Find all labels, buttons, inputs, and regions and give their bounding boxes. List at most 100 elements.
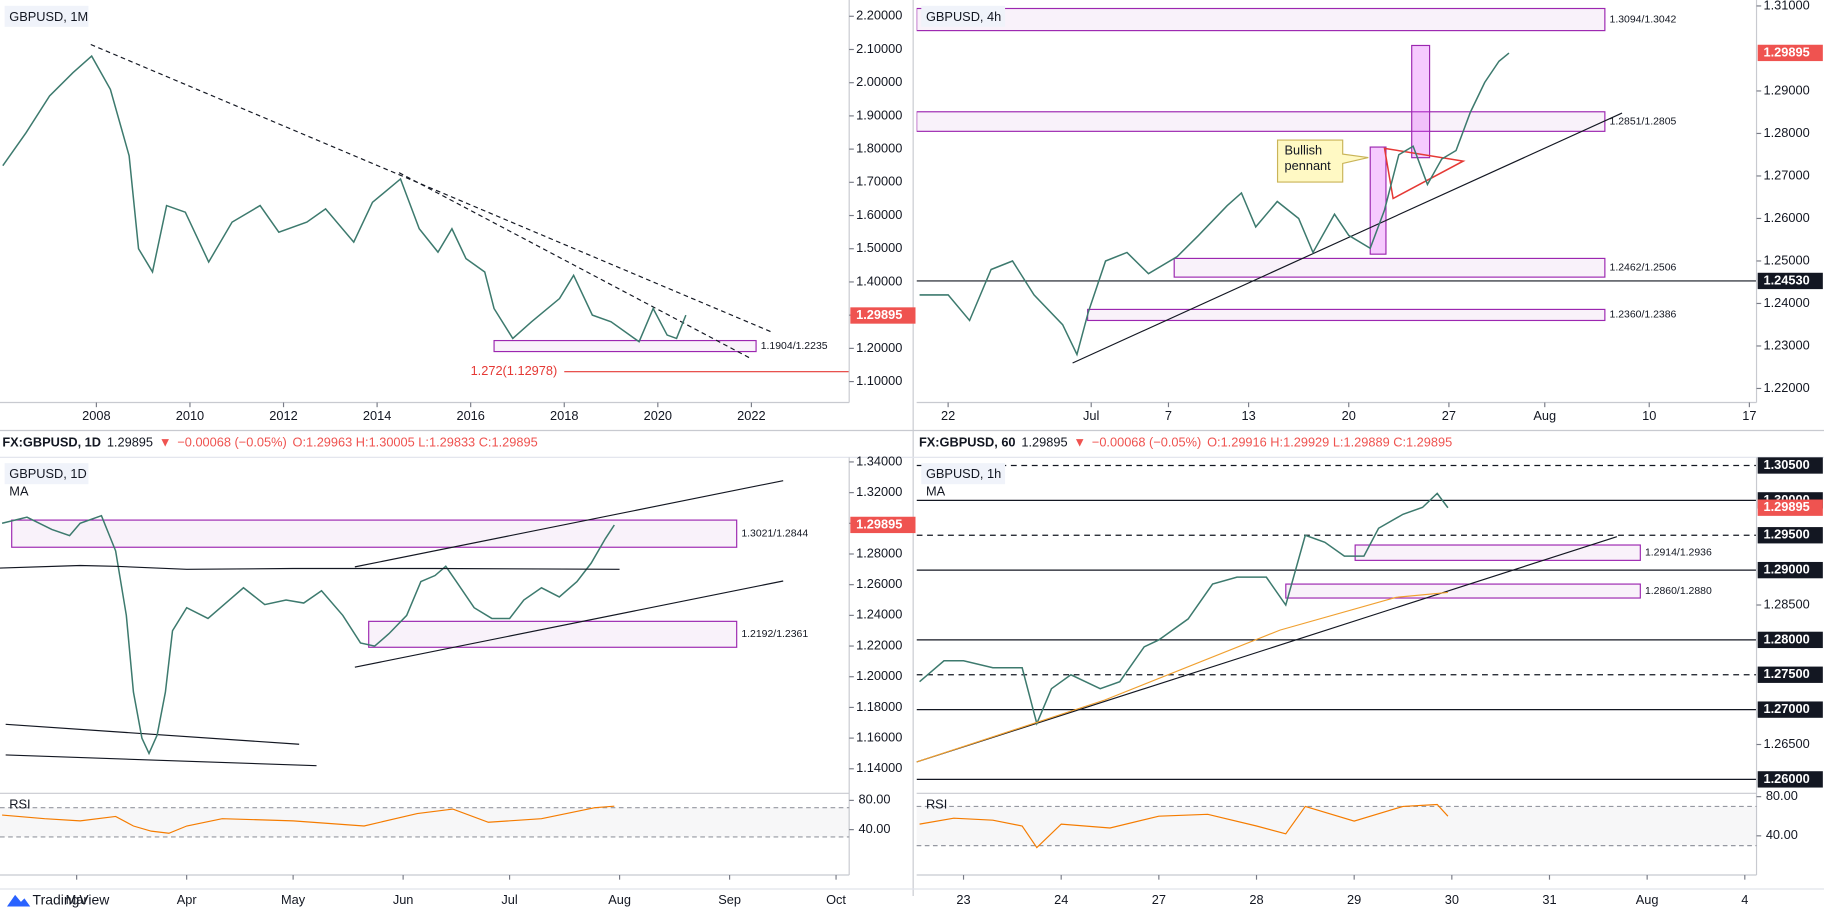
x-tick-label: 2010 (176, 408, 204, 423)
moving-average (916, 591, 1448, 763)
x-tick-label: 29 (1347, 892, 1361, 907)
x-tick-label: 17 (1742, 408, 1756, 423)
level-axis-label: 1.29000 (1764, 562, 1810, 577)
x-tick-label: 27 (1442, 408, 1456, 423)
x-tick-label: Aug (608, 892, 631, 907)
plot (916, 464, 1757, 780)
title-box (921, 5, 1006, 27)
level-axis-label: 1.30500 (1764, 457, 1810, 472)
zone (493, 339, 757, 353)
zone-label: 1.2851/1.2805 (1610, 116, 1677, 127)
range-box (1411, 44, 1431, 159)
y-tick-label: 1.70000 (856, 174, 902, 189)
callout-text: Bullish pennant (1285, 143, 1332, 173)
callout (1276, 139, 1369, 183)
rsi-label: RSI (9, 796, 30, 811)
callout-line: Bullish (1285, 143, 1323, 158)
trend-line (354, 480, 784, 568)
chart-title: GBPUSD, 1M (9, 9, 88, 24)
x-tick-label: 28 (1249, 892, 1263, 907)
x-tick-label: 20 (1342, 408, 1356, 423)
y-tick-label: 1.22000 (856, 637, 902, 652)
rsi-band (916, 806, 1757, 846)
y-tick-label: 2.00000 (856, 74, 902, 89)
trend-line (5, 723, 300, 745)
x-tick-label: Jul (501, 892, 517, 907)
trend-line (398, 172, 751, 359)
rsi-tick-label: 80.00 (1766, 788, 1798, 803)
chart-title: GBPUSD, 4h (926, 9, 1001, 24)
x-tick-label: 31 (1542, 892, 1556, 907)
y-tick-label: 1.28000 (856, 545, 902, 560)
level-axis-box (1757, 272, 1823, 290)
trend-line (90, 43, 774, 334)
x-tick-label: Jul (1083, 408, 1099, 423)
header-arrow: ▼ (159, 435, 172, 450)
y-tick-label: 2.10000 (856, 41, 902, 56)
plot (916, 7, 1757, 364)
title-box (4, 463, 89, 485)
y-tick-label: 1.16000 (856, 729, 902, 744)
x-tick-label: 2022 (737, 408, 765, 423)
trend-line (5, 754, 317, 767)
zone-label: 1.2360/1.2386 (1610, 310, 1677, 321)
ma-label: MA (926, 484, 946, 499)
zone-label: 1.1904/1.2235 (761, 341, 828, 352)
y-tick-label: 1.27000 (1764, 167, 1810, 182)
x-tick-label: Aug (1533, 408, 1556, 423)
y-tick-label: 1.26500 (1764, 736, 1810, 751)
zone (368, 620, 738, 648)
zone-label: 1.3021/1.2844 (741, 528, 808, 539)
last-price-label: 1.29895 (1764, 44, 1810, 59)
x-tick-label: 2016 (456, 408, 484, 423)
logo (6, 894, 31, 907)
header-ohlc: O:1.29916 H:1.29929 L:1.29889 C:1.29895 (1207, 435, 1452, 450)
y-tick-label: 1.50000 (856, 240, 902, 255)
rsi-tick-label: 40.00 (1766, 827, 1798, 842)
zone (1354, 544, 1641, 561)
last-price-box (850, 307, 916, 324)
level-axis-label: 1.27000 (1764, 701, 1810, 716)
x-tick-label: Sep (718, 892, 741, 907)
y-tick-label: 1.18000 (856, 699, 902, 714)
y-tick-label: 1.28000 (1764, 125, 1810, 140)
x-tick-label: 2008 (82, 408, 110, 423)
x-tick-label: 30 (1445, 892, 1459, 907)
x-tick-label: Aug (1636, 892, 1659, 907)
price-line (1, 514, 615, 756)
x-tick-label: 2014 (363, 408, 391, 423)
range-box (1369, 146, 1387, 255)
level-axis-box (1757, 666, 1823, 683)
x-tick-label: Apr (177, 892, 198, 907)
level-axis-label: 1.29500 (1764, 527, 1810, 542)
chart-title: GBPUSD, 1h (926, 466, 1001, 481)
zone (1173, 257, 1606, 278)
level-axis-label: 1.27500 (1764, 666, 1810, 681)
price-line (919, 492, 1449, 726)
last-price-label: 1.29895 (1764, 499, 1810, 514)
y-tick-label: 1.40000 (856, 273, 902, 288)
x-tick-label: Mar (66, 892, 89, 907)
last-price-label: 1.29895 (856, 307, 902, 322)
zone (11, 519, 738, 548)
x-tick-label: 23 (956, 892, 970, 907)
y-tick-label: 1.20000 (856, 668, 902, 683)
y-tick-label: 1.26000 (1764, 210, 1810, 225)
ma-label: MA (9, 484, 29, 499)
y-tick-label: 1.28500 (1764, 596, 1810, 611)
level-axis-box (1757, 561, 1823, 579)
x-tick-label: 22 (941, 408, 955, 423)
y-tick-label: 1.14000 (856, 760, 902, 775)
x-tick-label: Oct (826, 892, 846, 907)
y-tick-label: 1.26000 (856, 576, 902, 591)
x-tick-label: 7 (1165, 408, 1172, 423)
x-tick-label: 27 (1152, 892, 1166, 907)
last-price-box (1757, 44, 1823, 62)
price-line (919, 52, 1510, 357)
y-tick-label: 1.80000 (856, 140, 902, 155)
last-price-box (1757, 499, 1823, 516)
moving-average (0, 564, 620, 570)
rsi-tick-label: 40.00 (858, 821, 890, 836)
y-tick-label: 1.24000 (1764, 295, 1810, 310)
